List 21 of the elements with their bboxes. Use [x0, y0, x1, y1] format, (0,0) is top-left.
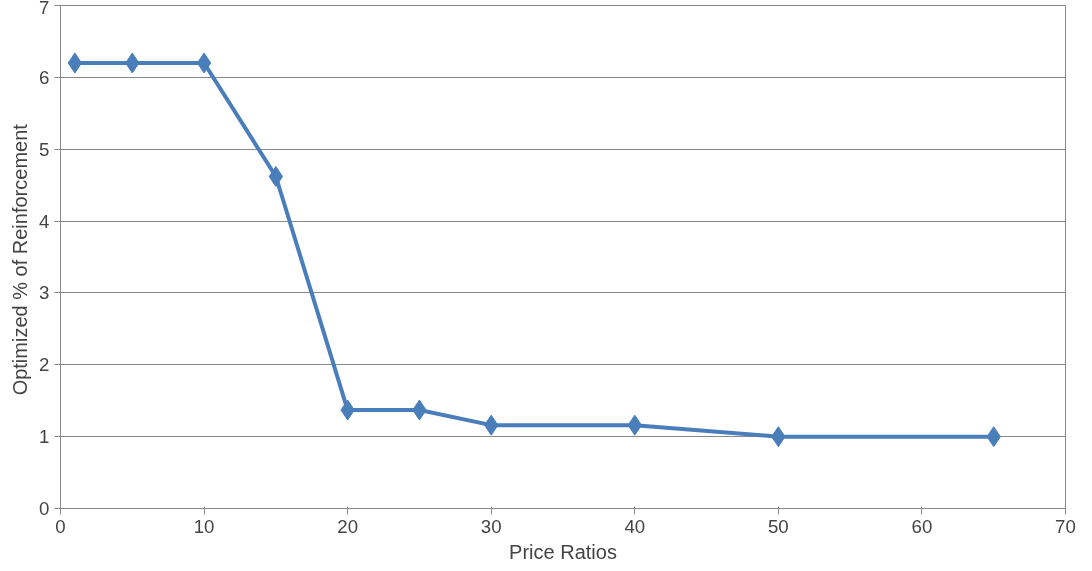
- x-tick-label: 40: [624, 515, 646, 537]
- x-tick-label: 20: [337, 515, 359, 537]
- y-tick-label: 2: [39, 354, 50, 376]
- x-tick-label: 70: [1055, 515, 1076, 537]
- point: [196, 52, 212, 74]
- y-tick-label: 7: [39, 0, 50, 18]
- y-axis-title: Optimized % of Reinforcement: [9, 123, 32, 396]
- y-tick-label: 3: [39, 282, 50, 304]
- x-tick-label: 30: [480, 515, 502, 537]
- y-tick-label: 0: [39, 498, 50, 519]
- x-tick-label: 0: [55, 515, 66, 537]
- y-tick-label: 5: [39, 138, 50, 160]
- y-tick-label: 1: [39, 426, 50, 448]
- x-tick-label: 50: [767, 515, 789, 537]
- y-tick-label: 6: [39, 66, 50, 88]
- point: [67, 52, 83, 74]
- x-axis-title: Price Ratios: [509, 540, 617, 563]
- point: [268, 166, 284, 188]
- x-tick-label: 10: [193, 515, 215, 537]
- x-tick-label: 60: [911, 515, 933, 537]
- y-tick-label: 4: [39, 210, 50, 232]
